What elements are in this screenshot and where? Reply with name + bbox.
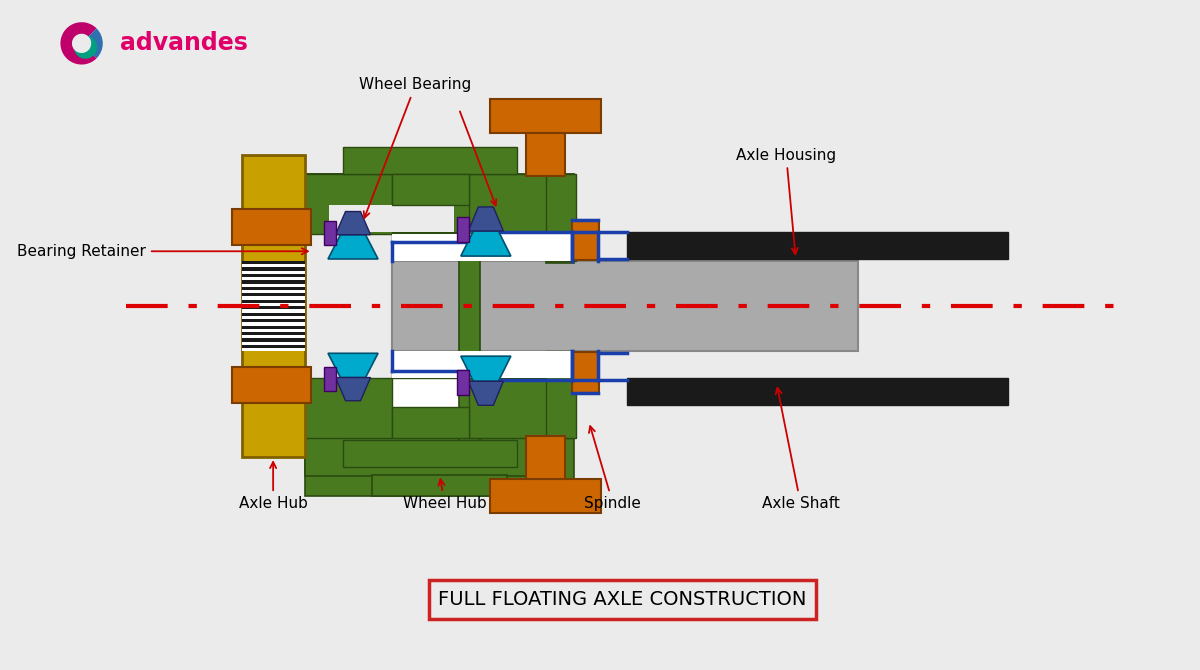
Bar [391, 236, 572, 261]
Bar [242, 274, 305, 277]
Bar [457, 217, 468, 242]
Bar [572, 352, 600, 393]
Polygon shape [336, 212, 371, 234]
Bar [628, 232, 1008, 259]
Bar [324, 221, 336, 245]
Bar [527, 133, 565, 176]
Text: Wheel Bearing: Wheel Bearing [360, 77, 472, 218]
Bar [372, 474, 508, 496]
Bar [242, 267, 305, 271]
Bar [572, 220, 600, 260]
Bar [242, 338, 305, 342]
Bar [546, 174, 576, 261]
Bar [391, 234, 584, 261]
Bar [546, 351, 576, 438]
Bar [242, 261, 305, 351]
Bar [458, 415, 570, 436]
Bar [305, 174, 575, 232]
Text: Axle Housing: Axle Housing [736, 147, 836, 254]
Bar [242, 280, 305, 283]
Text: Axle Shaft: Axle Shaft [762, 388, 840, 511]
Bar [527, 436, 565, 479]
Text: Spindle: Spindle [584, 426, 641, 511]
Bar [391, 174, 468, 205]
Bar [391, 234, 576, 253]
Wedge shape [74, 36, 97, 59]
Wedge shape [82, 28, 103, 58]
Bar [458, 251, 480, 457]
Bar [305, 174, 556, 234]
Bar [305, 436, 556, 476]
Bar [242, 261, 305, 264]
Polygon shape [328, 234, 378, 259]
Bar [232, 366, 311, 403]
Bar [242, 332, 305, 335]
Bar [242, 326, 305, 329]
Bar [546, 407, 575, 496]
Bar [628, 379, 1008, 405]
Bar [391, 359, 576, 379]
Bar [490, 99, 601, 133]
Polygon shape [468, 381, 503, 405]
Bar [242, 345, 305, 348]
Wedge shape [72, 34, 91, 53]
Polygon shape [461, 356, 511, 381]
Bar [490, 479, 601, 513]
Text: advandes: advandes [120, 31, 248, 56]
Bar [343, 440, 517, 467]
Text: FULL FLOATING AXLE CONSTRUCTION: FULL FLOATING AXLE CONSTRUCTION [438, 590, 806, 609]
Bar [305, 174, 458, 194]
Bar [305, 379, 391, 438]
Bar [457, 370, 468, 395]
Polygon shape [328, 353, 378, 377]
Polygon shape [461, 231, 511, 256]
Bar [232, 209, 311, 245]
Bar [458, 234, 570, 255]
Text: Wheel Hub: Wheel Hub [402, 479, 486, 511]
Bar [391, 407, 468, 438]
Bar [242, 299, 305, 303]
Text: Bearing Retainer: Bearing Retainer [17, 244, 308, 259]
Bar [391, 261, 858, 351]
Bar [305, 436, 556, 496]
Polygon shape [336, 377, 371, 401]
Bar [242, 287, 305, 290]
Bar [391, 351, 584, 379]
Bar [242, 313, 305, 316]
Bar [324, 366, 336, 391]
Bar [305, 174, 391, 234]
Bar [391, 351, 572, 434]
Bar [329, 205, 454, 232]
Bar [468, 174, 575, 234]
Bar [242, 155, 305, 457]
Bar [242, 306, 305, 310]
Bar [242, 293, 305, 296]
Bar [468, 379, 575, 438]
Polygon shape [468, 207, 503, 231]
Bar [546, 174, 575, 263]
Bar [305, 194, 556, 234]
Bar [242, 319, 305, 322]
Text: Axle Hub: Axle Hub [239, 462, 307, 511]
Bar [343, 147, 517, 174]
Wedge shape [60, 22, 96, 64]
